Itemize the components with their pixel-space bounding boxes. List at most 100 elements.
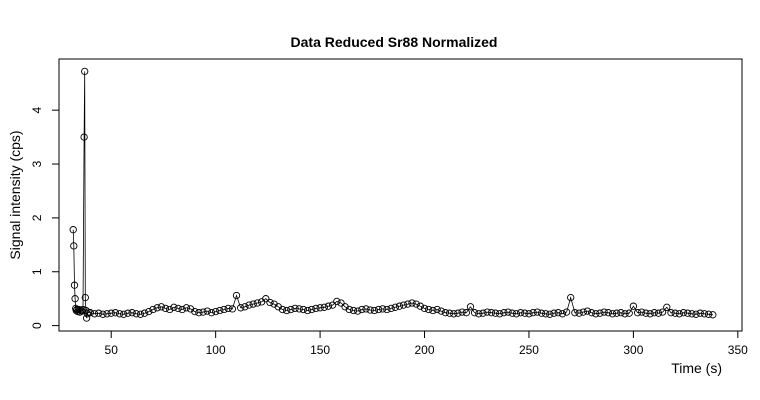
data-point bbox=[675, 310, 683, 318]
x-axis: 50 100 150 200 250 300 350 bbox=[105, 330, 748, 357]
data-point bbox=[650, 309, 658, 317]
data-point bbox=[71, 295, 79, 303]
data-point bbox=[170, 303, 178, 311]
data-point bbox=[153, 304, 161, 312]
data-point bbox=[638, 308, 646, 316]
data-point bbox=[562, 308, 571, 316]
data-point bbox=[324, 302, 333, 310]
plot-frame bbox=[58, 58, 743, 332]
data-point bbox=[592, 310, 600, 318]
data-point bbox=[608, 310, 617, 318]
data-point bbox=[316, 304, 324, 312]
data-point bbox=[132, 310, 140, 318]
data-point bbox=[546, 310, 554, 318]
data-point bbox=[633, 309, 642, 317]
data-point bbox=[216, 306, 224, 315]
data-point bbox=[512, 310, 521, 318]
data-point bbox=[379, 305, 387, 313]
data-point bbox=[433, 305, 441, 314]
data-point bbox=[412, 300, 420, 308]
data-point bbox=[299, 305, 308, 314]
y-axis: 0 1 2 3 4 bbox=[30, 107, 60, 329]
data-point bbox=[374, 305, 383, 314]
data-point bbox=[140, 309, 149, 317]
data-point bbox=[583, 307, 592, 315]
data-point bbox=[479, 309, 487, 317]
data-point bbox=[700, 310, 709, 318]
data-point bbox=[245, 301, 253, 309]
data-point bbox=[496, 310, 504, 318]
data-point bbox=[667, 309, 675, 317]
data-point bbox=[567, 293, 575, 302]
data-point bbox=[445, 309, 454, 317]
data-point bbox=[203, 307, 211, 315]
data-point bbox=[579, 308, 587, 316]
data-point bbox=[483, 308, 491, 316]
data-point bbox=[671, 309, 679, 317]
data-point bbox=[178, 305, 186, 314]
x-axis-label: Time (s) bbox=[671, 360, 722, 376]
data-point bbox=[303, 306, 312, 315]
data-point bbox=[525, 310, 533, 318]
data-point bbox=[278, 305, 287, 314]
data-point bbox=[107, 309, 115, 317]
data-point bbox=[232, 291, 241, 300]
data-point bbox=[521, 309, 529, 317]
data-point bbox=[262, 295, 270, 303]
data-point bbox=[195, 309, 203, 317]
x-tick-label: 300 bbox=[623, 343, 643, 357]
data-point bbox=[663, 303, 671, 311]
data-point bbox=[658, 308, 667, 316]
y-axis-label: Signal intensity (cps) bbox=[7, 130, 23, 259]
data-point bbox=[295, 305, 303, 313]
data-point bbox=[458, 308, 466, 316]
data-point bbox=[429, 306, 437, 315]
data-point bbox=[516, 309, 525, 317]
data-point bbox=[625, 309, 633, 317]
data-point bbox=[550, 309, 558, 317]
data-point bbox=[333, 297, 341, 306]
data-point bbox=[688, 310, 696, 318]
data-point bbox=[596, 309, 604, 317]
data-point bbox=[454, 309, 462, 317]
data-point bbox=[441, 309, 450, 317]
data-point bbox=[537, 309, 546, 317]
chart-title: Data Reduced Sr88 Normalized bbox=[291, 34, 498, 50]
data-point bbox=[174, 304, 182, 313]
data-point bbox=[81, 293, 89, 302]
data-point bbox=[587, 309, 596, 317]
y-tick-label: 2 bbox=[30, 214, 44, 221]
data-point bbox=[103, 310, 111, 318]
data-point bbox=[253, 299, 262, 307]
data-point bbox=[558, 310, 567, 318]
data-point bbox=[81, 67, 89, 76]
data-point bbox=[237, 304, 245, 312]
data-point bbox=[166, 305, 174, 314]
data-point bbox=[500, 309, 508, 317]
data-point bbox=[491, 309, 500, 317]
data-point bbox=[212, 307, 220, 316]
data-point bbox=[679, 309, 688, 317]
data-point bbox=[115, 310, 124, 318]
data-point bbox=[416, 302, 424, 310]
data-point bbox=[613, 309, 621, 317]
data-point bbox=[95, 309, 103, 317]
data-point bbox=[475, 310, 483, 318]
plot-area bbox=[69, 67, 717, 322]
data-point bbox=[308, 305, 316, 314]
data-point bbox=[120, 310, 128, 318]
data-point bbox=[287, 305, 295, 314]
data-point bbox=[504, 308, 512, 316]
data-point bbox=[554, 309, 562, 317]
data-point bbox=[80, 133, 88, 141]
data-point bbox=[124, 309, 132, 317]
data-point bbox=[182, 304, 191, 312]
data-point bbox=[425, 305, 433, 314]
data-point bbox=[542, 310, 550, 318]
data-point bbox=[646, 310, 654, 318]
x-tick-label: 100 bbox=[206, 343, 226, 357]
data-point bbox=[111, 309, 120, 317]
data-point bbox=[399, 301, 408, 309]
data-point bbox=[320, 303, 328, 311]
